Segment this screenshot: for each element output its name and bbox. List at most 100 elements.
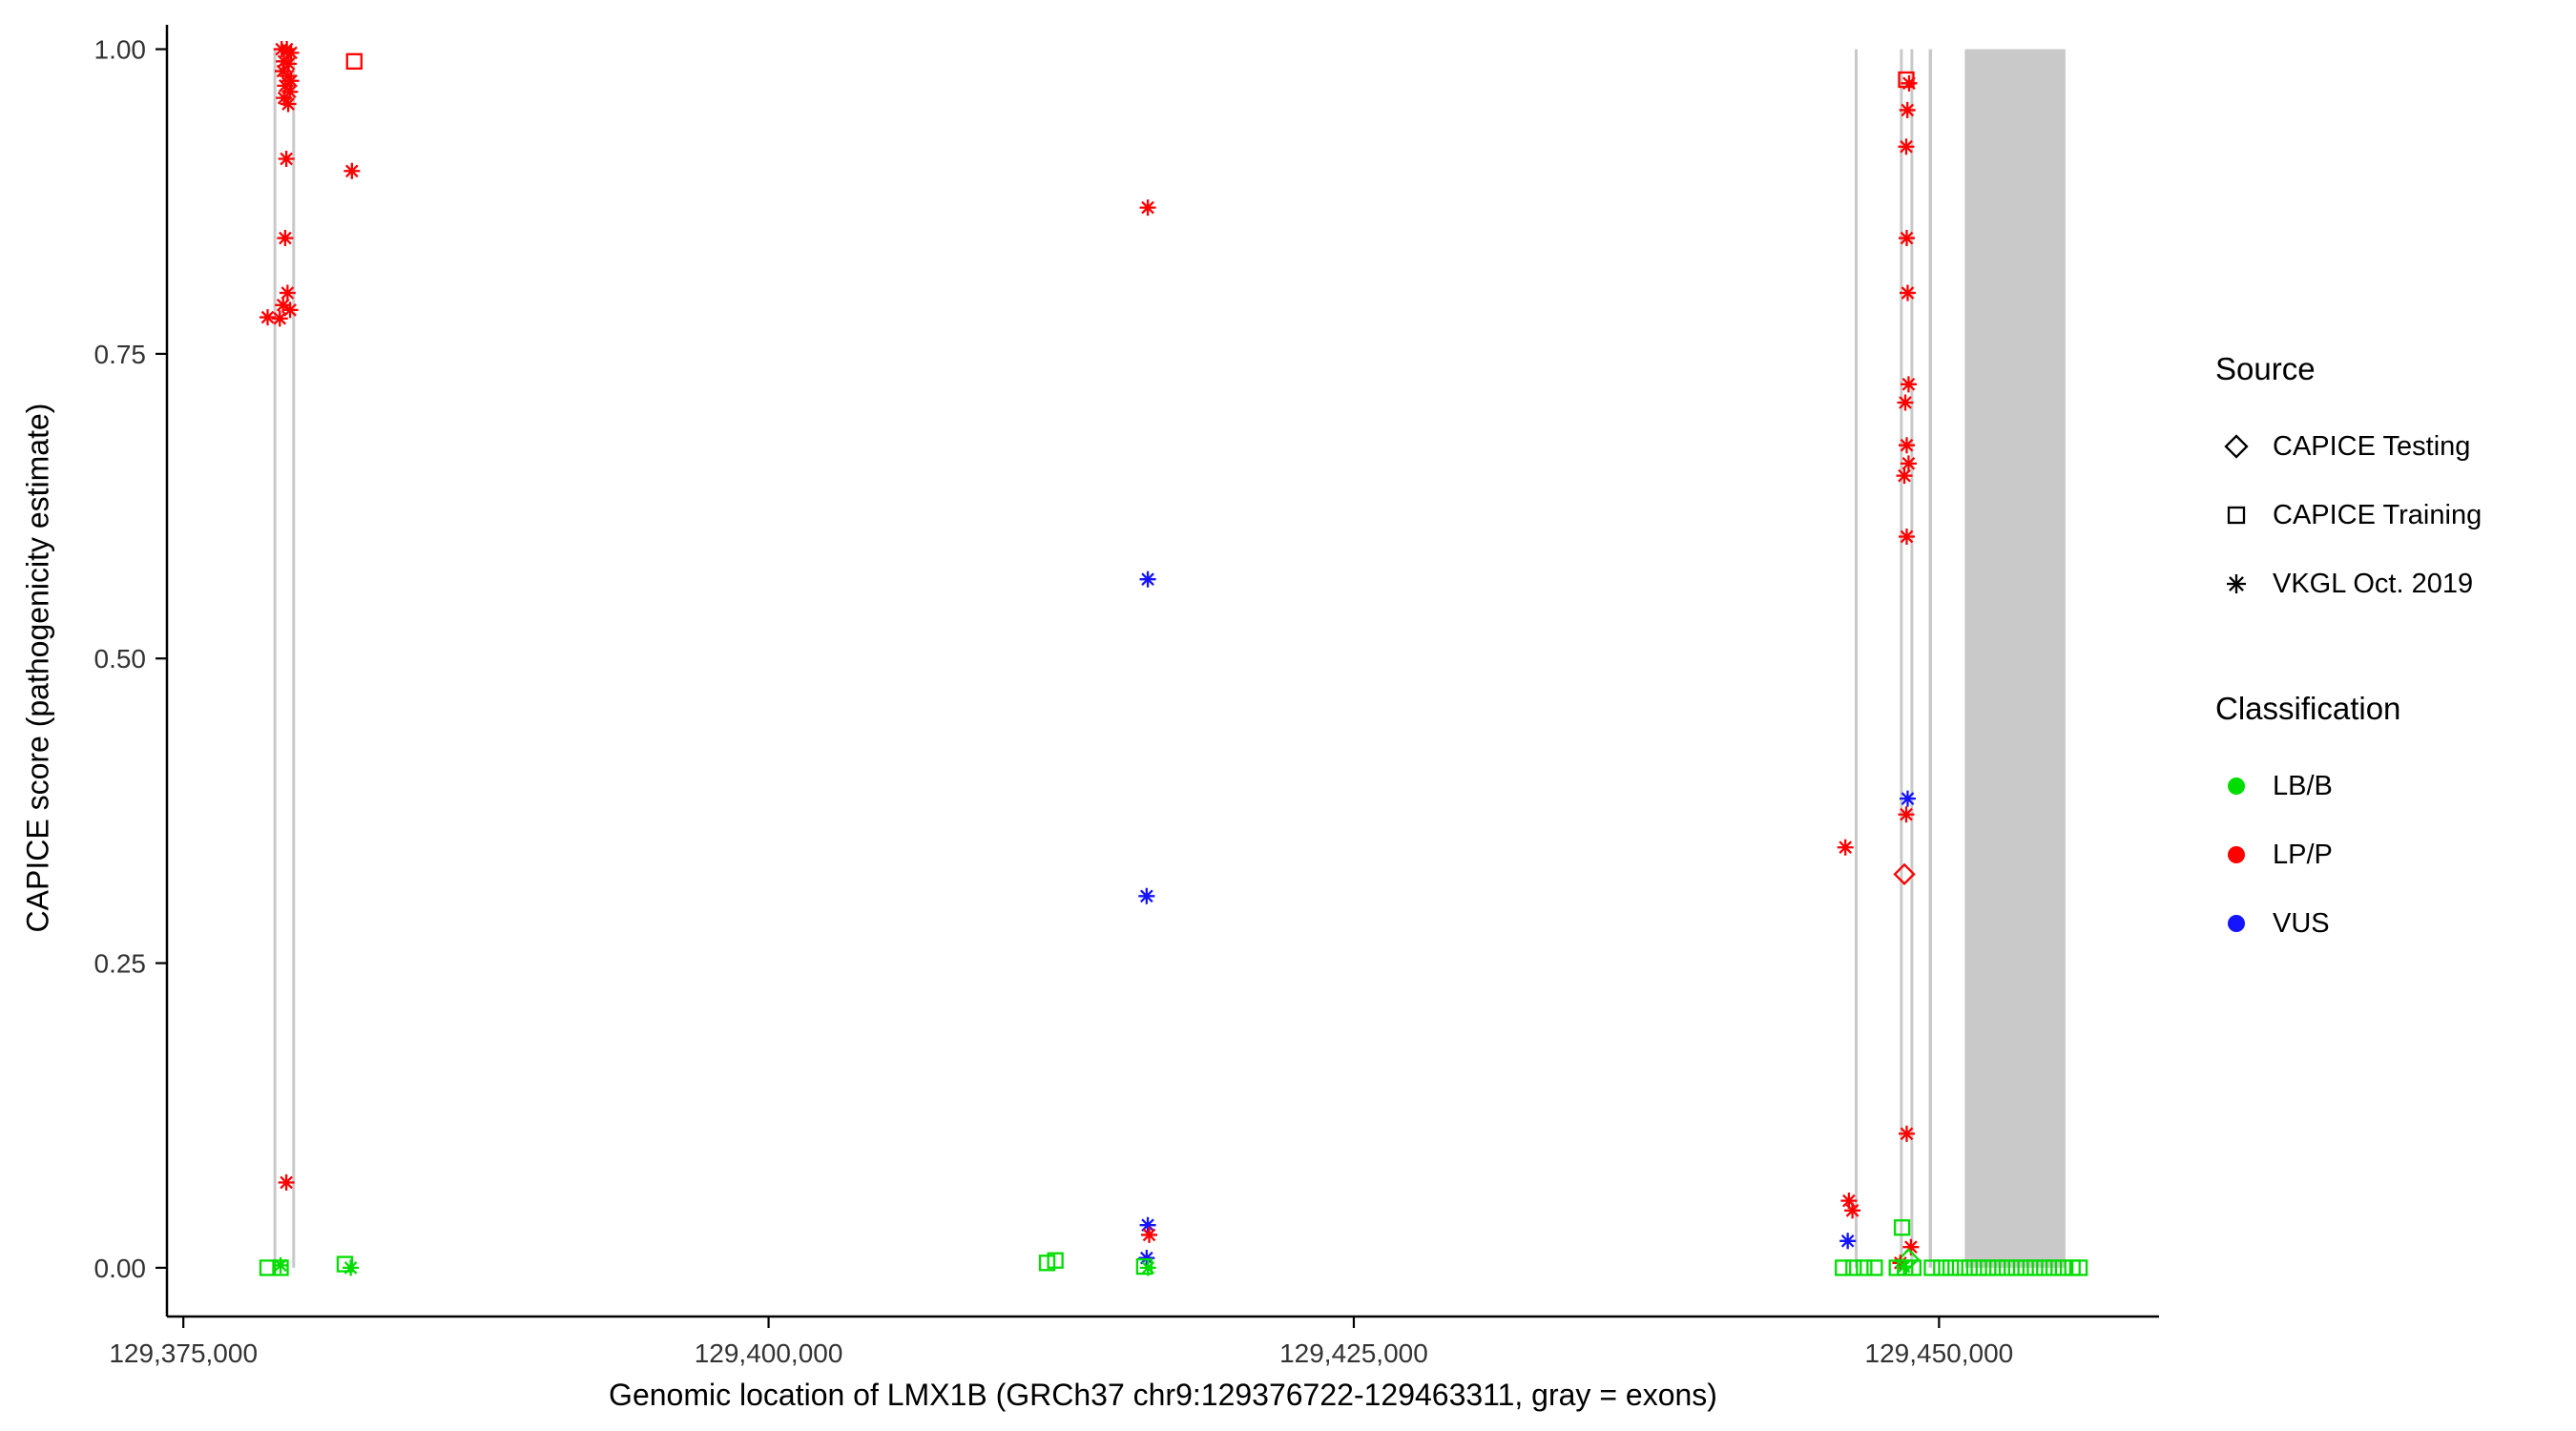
x-axis-label: Genomic location of LMX1B (GRCh37 chr9:1…	[609, 1378, 1717, 1412]
point-square-training	[1989, 1259, 2006, 1276]
legend-item-label: CAPICE Testing	[2273, 430, 2471, 462]
point-asterisk-vkgl	[1899, 101, 1916, 118]
legend-item-label: VKGL Oct. 2019	[2273, 568, 2474, 599]
point-asterisk-vkgl	[272, 1256, 289, 1274]
legend-item-label: LP/P	[2273, 839, 2333, 870]
point-asterisk-vkgl	[1896, 1258, 1913, 1275]
color-dot-icon	[2228, 915, 2245, 932]
square-icon	[2227, 506, 2246, 525]
legend-class-item: LP/P	[2215, 820, 2570, 889]
point-square-training	[2070, 1259, 2088, 1276]
point-square-training	[336, 1255, 354, 1273]
legend-source-title: Source	[2215, 351, 2316, 386]
legend-class-item: LB/B	[2215, 752, 2570, 820]
point-asterisk-vkgl	[278, 1173, 295, 1191]
point-square-training	[1970, 1259, 1987, 1276]
point-asterisk-vkgl	[1898, 138, 1915, 156]
diamond-icon	[2224, 434, 2249, 459]
legend-source-entries: CAPICE Testing CAPICE Training VKGL Oct. 2…	[2215, 412, 2570, 618]
x-tick-label: 129,425,000	[1279, 1338, 1428, 1368]
point-square-training	[2007, 1259, 2025, 1276]
exon-band	[1928, 49, 1933, 1268]
point-asterisk-vkgl	[343, 162, 361, 179]
y-tick-label: 0.50	[94, 644, 147, 674]
exon-band	[273, 49, 277, 1268]
y-tick-label: 0.25	[94, 949, 147, 979]
point-asterisk-vkgl	[1900, 455, 1917, 472]
point-asterisk-vkgl	[281, 301, 299, 319]
point-square-training	[1961, 1259, 1978, 1276]
y-axis-label: CAPICE score (pathogenicity estimate)	[20, 403, 55, 933]
legend-class-item: VUS	[2215, 889, 2570, 958]
point-square-training	[2036, 1259, 2053, 1276]
point-square-training	[1942, 1259, 1960, 1276]
point-square-training	[1893, 1219, 1911, 1236]
point-asterisk-vkgl	[281, 83, 299, 100]
point-asterisk-vkgl	[276, 90, 293, 107]
exon-band	[1855, 49, 1859, 1268]
point-asterisk-vkgl	[1900, 376, 1917, 393]
point-asterisk-vkgl	[1897, 394, 1914, 411]
point-diamond-testing	[1893, 862, 1916, 885]
point-square-training	[1047, 1252, 1064, 1269]
point-square-training	[1135, 1257, 1153, 1275]
exon-band	[1964, 49, 2066, 1268]
point-square-training	[1835, 1259, 1852, 1276]
point-asterisk-vkgl	[275, 297, 292, 314]
asterisk-icon	[2227, 574, 2246, 593]
color-dot-icon	[2228, 778, 2245, 795]
point-asterisk-vkgl	[277, 230, 294, 247]
point-asterisk-vkgl	[1141, 1226, 1158, 1243]
point-asterisk-vkgl	[1899, 790, 1916, 807]
point-asterisk-vkgl	[1899, 528, 1915, 545]
point-asterisk-vkgl	[279, 284, 296, 301]
point-asterisk-vkgl	[278, 151, 295, 168]
point-square-training	[2054, 1259, 2072, 1276]
point-asterisk-vkgl	[280, 55, 298, 73]
exon-band	[1910, 49, 1914, 1268]
point-asterisk-vkgl	[271, 310, 288, 327]
point-asterisk-vkgl	[1901, 74, 1918, 92]
point-asterisk-vkgl	[276, 52, 293, 70]
point-square-training	[1951, 1259, 1969, 1276]
legend-item-label: VUS	[2273, 907, 2330, 939]
point-asterisk-vkgl	[1896, 467, 1913, 485]
point-asterisk-vkgl	[1139, 199, 1156, 217]
point-asterisk-vkgl	[1840, 1192, 1858, 1210]
y-tick-label: 1.00	[94, 35, 147, 65]
point-square-training	[1845, 1259, 1862, 1276]
point-asterisk-vkgl	[1139, 1259, 1156, 1276]
y-tick-label: 0.75	[94, 340, 147, 369]
point-square-training	[1980, 1259, 1997, 1276]
y-tick-label: 0.00	[94, 1254, 147, 1283]
point-asterisk-vkgl	[343, 1259, 360, 1276]
point-asterisk-vkgl	[1899, 437, 1915, 454]
legend-classification-entries: LB/B LP/P VUS	[2215, 752, 2570, 958]
point-asterisk-vkgl	[1898, 806, 1915, 823]
point-asterisk-vkgl	[1902, 1238, 1920, 1255]
point-asterisk-vkgl	[1899, 230, 1915, 247]
point-asterisk-vkgl	[280, 68, 297, 85]
point-square-training	[1866, 1259, 1883, 1276]
legend: Source CAPICE Testing CAPICE Training VKGL…	[2215, 351, 2570, 958]
point-asterisk-vkgl	[1844, 1202, 1861, 1219]
x-tick-label: 129,450,000	[1865, 1338, 2014, 1368]
exon-band	[1900, 49, 1903, 1268]
legend-item-label: CAPICE Training	[2273, 499, 2483, 530]
point-square-training	[1856, 1259, 1873, 1276]
x-tick-label: 129,400,000	[695, 1338, 843, 1368]
point-asterisk-vkgl	[1139, 1216, 1156, 1234]
legend-source-item: CAPICE Training	[2215, 481, 2570, 550]
point-square-training	[2017, 1259, 2034, 1276]
point-diamond-testing	[1897, 1248, 1921, 1271]
point-asterisk-vkgl	[1138, 887, 1155, 904]
legend-item-label: LB/B	[2273, 770, 2333, 801]
point-square-training	[345, 52, 363, 70]
point-square-training	[1998, 1259, 2016, 1276]
legend-source-item: CAPICE Testing	[2215, 412, 2570, 481]
point-square-training	[2045, 1259, 2063, 1276]
point-asterisk-vkgl	[1837, 839, 1854, 856]
point-asterisk-vkgl	[1899, 284, 1916, 301]
